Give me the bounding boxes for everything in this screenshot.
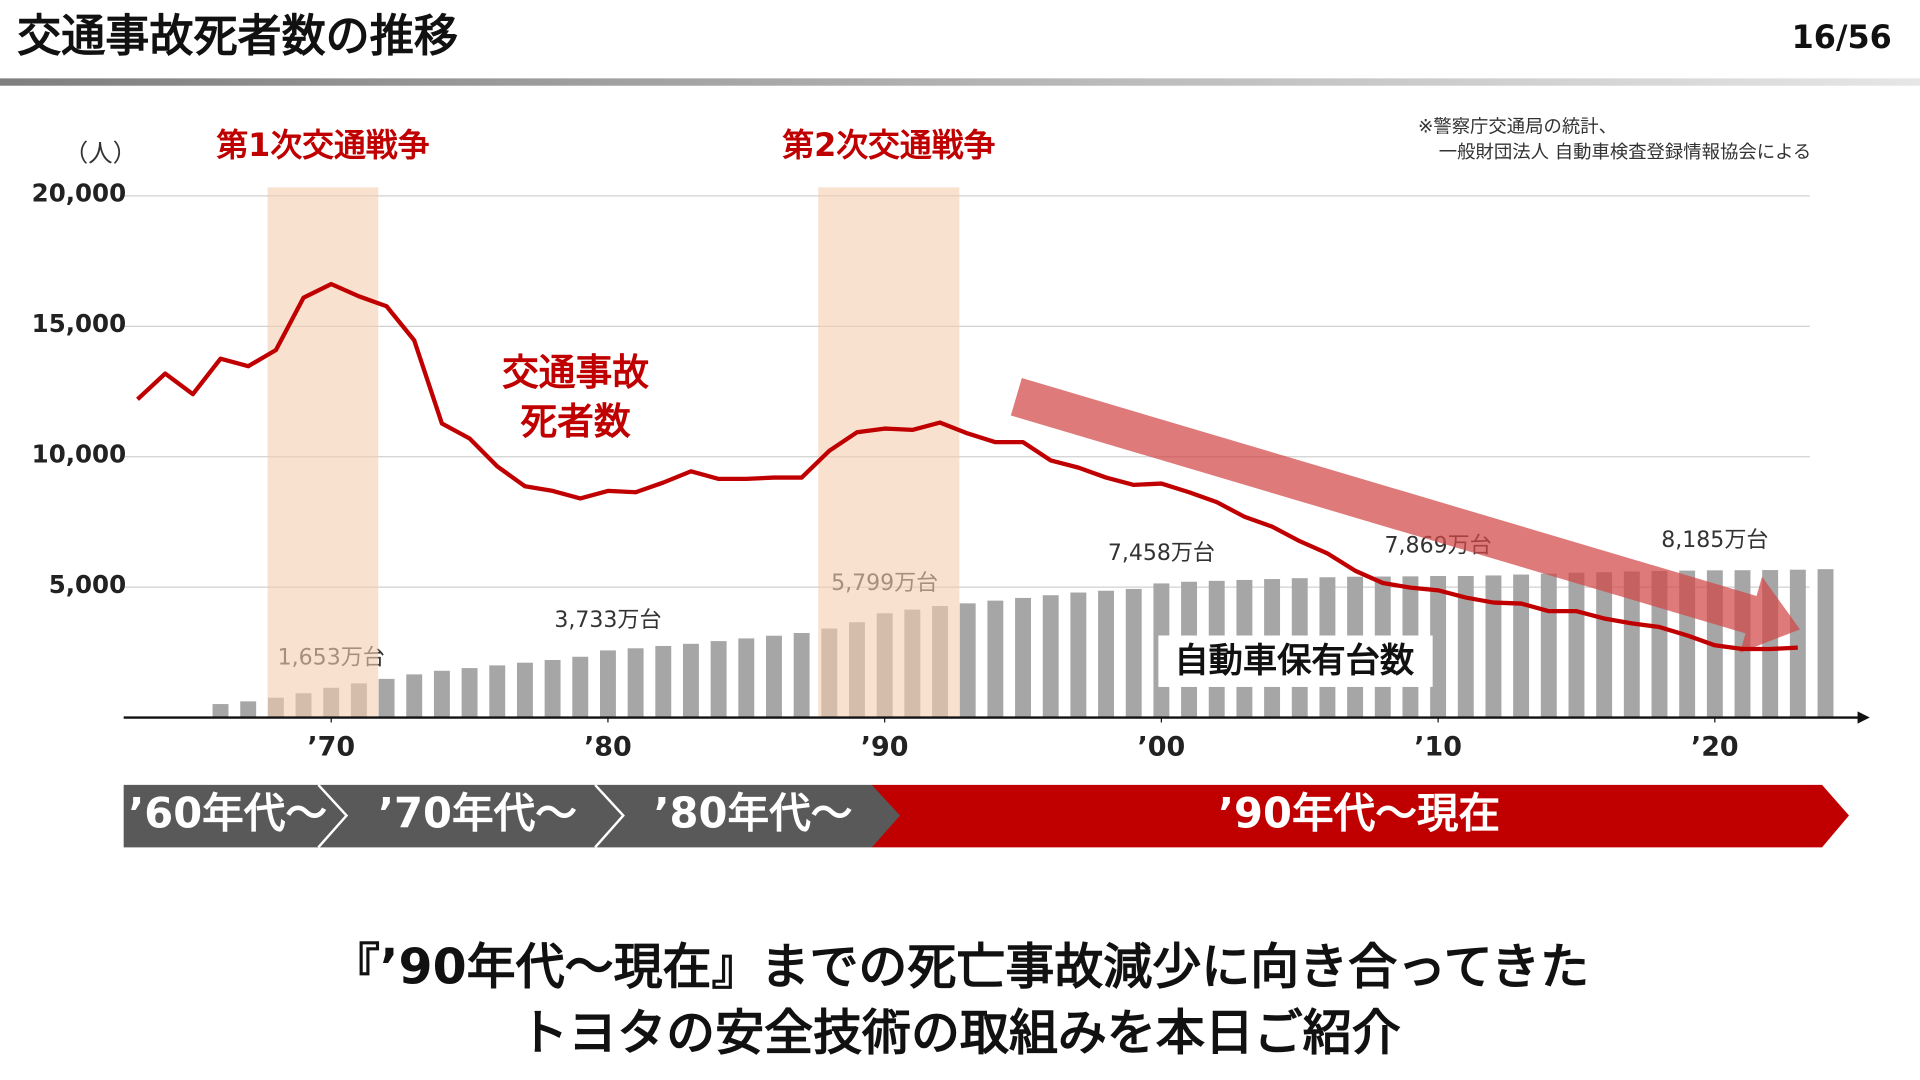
era-arrow bbox=[871, 784, 1849, 848]
message-line: 『’90年代〜現在』までの死亡事故減少に向き合ってきた bbox=[331, 938, 1589, 995]
value-label: 7,458万台 bbox=[1108, 541, 1215, 566]
bar bbox=[655, 645, 672, 718]
bar bbox=[599, 650, 616, 718]
x-axis-arrow bbox=[1857, 711, 1870, 724]
y-unit: （人） bbox=[64, 138, 137, 167]
bar bbox=[489, 665, 506, 718]
bar bbox=[1568, 572, 1585, 718]
bar bbox=[1070, 592, 1087, 718]
line bbox=[136, 281, 1798, 652]
bar bbox=[1540, 573, 1557, 718]
x-tick-label: ’80 bbox=[584, 732, 632, 763]
bar bbox=[240, 701, 257, 718]
era-label: ’70年代〜 bbox=[378, 789, 577, 838]
bar bbox=[959, 603, 976, 718]
value-label: 3,733万台 bbox=[554, 608, 661, 633]
y-tick-label: 10,000 bbox=[32, 440, 126, 469]
header-rule bbox=[0, 78, 1920, 86]
era-band: ’60年代〜 ’70年代〜 ’80年代〜 ’90年代〜現在 bbox=[123, 784, 1849, 849]
bar bbox=[433, 670, 450, 718]
era-label: ’90年代〜現在 bbox=[1218, 789, 1500, 838]
bar bbox=[544, 659, 561, 718]
bar bbox=[1042, 595, 1059, 718]
x-tick-label: ’20 bbox=[1691, 732, 1739, 763]
page-number: 16/56 bbox=[1792, 18, 1892, 56]
bar bbox=[793, 633, 810, 718]
source-note: ※警察庁交通局の統計、 bbox=[1418, 116, 1617, 137]
bar bbox=[987, 600, 1004, 718]
bar bbox=[1596, 572, 1613, 718]
bar bbox=[682, 643, 699, 718]
bar bbox=[738, 638, 755, 718]
bar bbox=[710, 641, 727, 718]
y-tick-label: 15,000 bbox=[32, 309, 126, 338]
bar bbox=[378, 678, 395, 718]
era-arrow bbox=[123, 784, 901, 848]
period-shade bbox=[267, 187, 379, 718]
source-note: 一般財団法人 自動車検査登録情報協会による bbox=[1439, 142, 1811, 163]
bar bbox=[1789, 569, 1806, 718]
bar bbox=[461, 668, 478, 718]
series-label: 自動車保有台数 bbox=[1174, 641, 1415, 681]
bar bbox=[627, 648, 644, 718]
x-tick-label: ’10 bbox=[1414, 732, 1462, 763]
era-label: ’80年代〜 bbox=[654, 789, 853, 838]
era-separator bbox=[594, 784, 625, 849]
y-tick-label: 5,000 bbox=[49, 570, 126, 599]
x-tick-label: ’00 bbox=[1138, 732, 1186, 763]
x-tick-label: ’90 bbox=[861, 732, 909, 763]
x-tick-label: ’70 bbox=[307, 732, 355, 763]
era-label: ’60年代〜 bbox=[128, 789, 327, 838]
period-shade bbox=[818, 187, 960, 718]
period-label: 第2次交通戦争 bbox=[782, 126, 995, 164]
trend-arrow bbox=[1010, 378, 1800, 653]
value-label: 8,185万台 bbox=[1661, 528, 1768, 553]
bar bbox=[1623, 571, 1640, 718]
bar bbox=[1098, 590, 1114, 718]
bar bbox=[212, 704, 229, 718]
slide-title: 交通事故死者数の推移 bbox=[17, 11, 458, 62]
period-label: 第1次交通戦争 bbox=[216, 126, 429, 164]
bar bbox=[1430, 576, 1447, 718]
series-label: 死者数 bbox=[520, 400, 630, 443]
bar bbox=[1015, 597, 1031, 718]
message-line: トヨタの安全技術の取組みを本日ご紹介 bbox=[519, 1004, 1400, 1061]
y-tick-label: 20,000 bbox=[32, 179, 126, 208]
series-label-bg bbox=[1158, 635, 1433, 687]
bar bbox=[1485, 575, 1502, 718]
bar bbox=[1457, 575, 1474, 718]
era-separator bbox=[317, 784, 349, 849]
bar bbox=[1513, 574, 1530, 718]
bar bbox=[406, 674, 423, 718]
plot: 5,00010,00015,00020,0001,653万台3,733万台5,7… bbox=[32, 126, 1870, 763]
bar bbox=[766, 635, 782, 718]
bar bbox=[572, 656, 589, 718]
bar bbox=[1817, 569, 1834, 718]
series-label: 交通事故 bbox=[502, 351, 649, 394]
bar bbox=[1125, 588, 1142, 718]
bar bbox=[516, 662, 533, 718]
